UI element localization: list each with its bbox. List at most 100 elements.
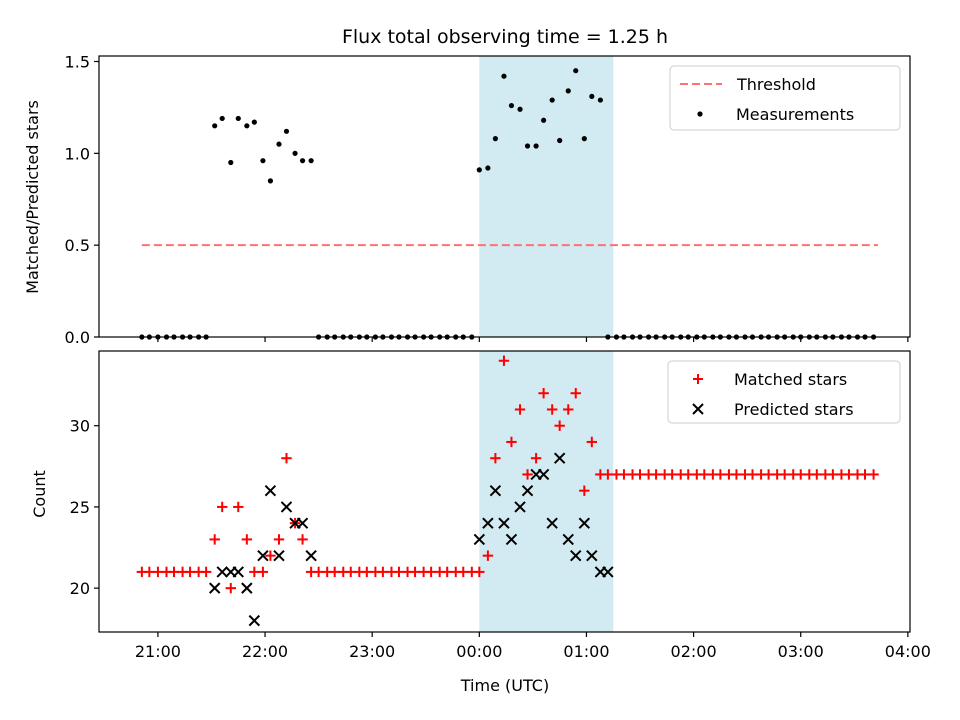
predicted-stars-point — [248, 614, 261, 627]
cross-b — [280, 501, 293, 513]
plot-frame — [98, 350, 911, 633]
matched-stars-point — [530, 453, 542, 464]
cross-b — [570, 549, 582, 562]
legend-label: Measurements — [736, 105, 854, 124]
predicted-stars-point — [280, 501, 293, 513]
measurement-point — [283, 128, 290, 134]
matched-stars-point — [281, 453, 292, 464]
predicted-stars-point — [296, 517, 309, 529]
measurement-point — [299, 158, 306, 164]
measurement-point — [492, 136, 498, 142]
legend-predicted-swatch — [692, 403, 704, 415]
measurement-point — [308, 158, 314, 164]
measurement-point — [573, 68, 579, 74]
matched-stars-point — [538, 388, 549, 399]
measurement-point — [276, 141, 282, 147]
matched-stars-point — [297, 534, 308, 545]
y-tick-label: 0.0 — [65, 328, 90, 347]
measurement-point — [517, 106, 523, 112]
measurement-point — [597, 97, 603, 103]
measurement-point — [251, 119, 257, 125]
x-tick-label: 23:00 — [349, 642, 395, 661]
measurement-point — [485, 165, 491, 171]
predicted-stars-point — [216, 566, 228, 578]
measurement-point — [476, 167, 482, 173]
measurement-point — [565, 88, 571, 94]
cross-b — [498, 517, 510, 529]
predicted-stars-point — [505, 533, 518, 546]
cross-b — [296, 517, 309, 529]
legend-box — [667, 360, 901, 424]
cross-b — [505, 533, 518, 546]
matched-stars-point — [579, 485, 590, 496]
matched-stars-point — [474, 566, 485, 578]
cross-b — [305, 549, 317, 562]
shaded-region — [479, 56, 614, 337]
legend-box — [669, 65, 901, 131]
measurement-point — [541, 117, 547, 123]
cross-b — [537, 468, 550, 481]
shaded-region — [479, 351, 614, 632]
predicted-stars-point — [553, 452, 566, 464]
cross-b — [521, 484, 534, 497]
matched-stars-point — [257, 566, 269, 578]
plot-frame — [98, 55, 911, 338]
bottom-y-axis-label: Count — [30, 470, 49, 518]
cross-b — [473, 533, 486, 546]
predicted-stars-point — [489, 484, 502, 497]
predicted-stars-point — [241, 582, 253, 594]
matched-stars-point — [522, 469, 533, 480]
predicted-stars-point — [521, 484, 534, 497]
legend-label: Matched stars — [734, 370, 847, 389]
matched-stars-point — [482, 550, 494, 561]
predicted-stars-point — [257, 549, 269, 562]
matched-stars-point — [546, 404, 558, 415]
y-tick-label: 1.0 — [65, 144, 90, 163]
predicted-stars-point — [602, 566, 614, 578]
predicted-stars-point — [514, 501, 526, 513]
measurement-point — [524, 143, 531, 149]
legend-label: Threshold — [736, 75, 816, 94]
measurement-point — [501, 73, 507, 79]
bottom-panel: 20 25 30 21:00 22:00 23:00 00:00 01:00 02:00 03:0… — [70, 350, 931, 661]
measurement-point — [235, 115, 241, 122]
predicted-stars-point — [546, 517, 558, 529]
matched-stars-point — [586, 436, 598, 448]
matched-stars-point — [241, 534, 253, 545]
cross-b — [482, 517, 494, 529]
predicted-stars-point — [208, 582, 221, 594]
cross-b — [273, 549, 285, 562]
measurement-point — [228, 159, 234, 166]
measurement-point — [589, 93, 595, 100]
measurement-point — [549, 97, 555, 103]
x-axis-label: Time (UTC) — [460, 676, 549, 695]
cross-b — [208, 582, 221, 594]
predicted-stars-point — [264, 484, 277, 497]
x-tick-label: 00:00 — [456, 642, 502, 661]
cross-b — [264, 484, 277, 497]
cross-b — [546, 517, 558, 529]
predicted-stars-point — [570, 549, 582, 562]
matched-stars-point — [506, 436, 517, 448]
cross-b — [586, 549, 598, 562]
predicted-stars-point — [273, 549, 285, 562]
measurement-point — [508, 102, 515, 109]
predicted-stars-point — [498, 517, 510, 529]
predicted-stars-point — [562, 533, 574, 546]
measurement-point — [292, 150, 298, 156]
matched-stars-point — [200, 566, 212, 578]
y-tick-label: 30 — [70, 417, 90, 436]
measurement-point — [581, 136, 587, 142]
cross-b — [578, 517, 591, 529]
cross-b — [257, 549, 269, 562]
matched-stars-point — [570, 388, 581, 399]
measurement-point — [212, 123, 218, 129]
cross-b — [241, 582, 253, 594]
cross-b — [514, 501, 526, 513]
matched-stars-point — [225, 582, 236, 594]
predicted-stars-point — [537, 468, 550, 481]
matched-stars-point — [868, 469, 879, 480]
measurement-point — [244, 123, 250, 129]
matched-stars-point — [563, 404, 574, 415]
